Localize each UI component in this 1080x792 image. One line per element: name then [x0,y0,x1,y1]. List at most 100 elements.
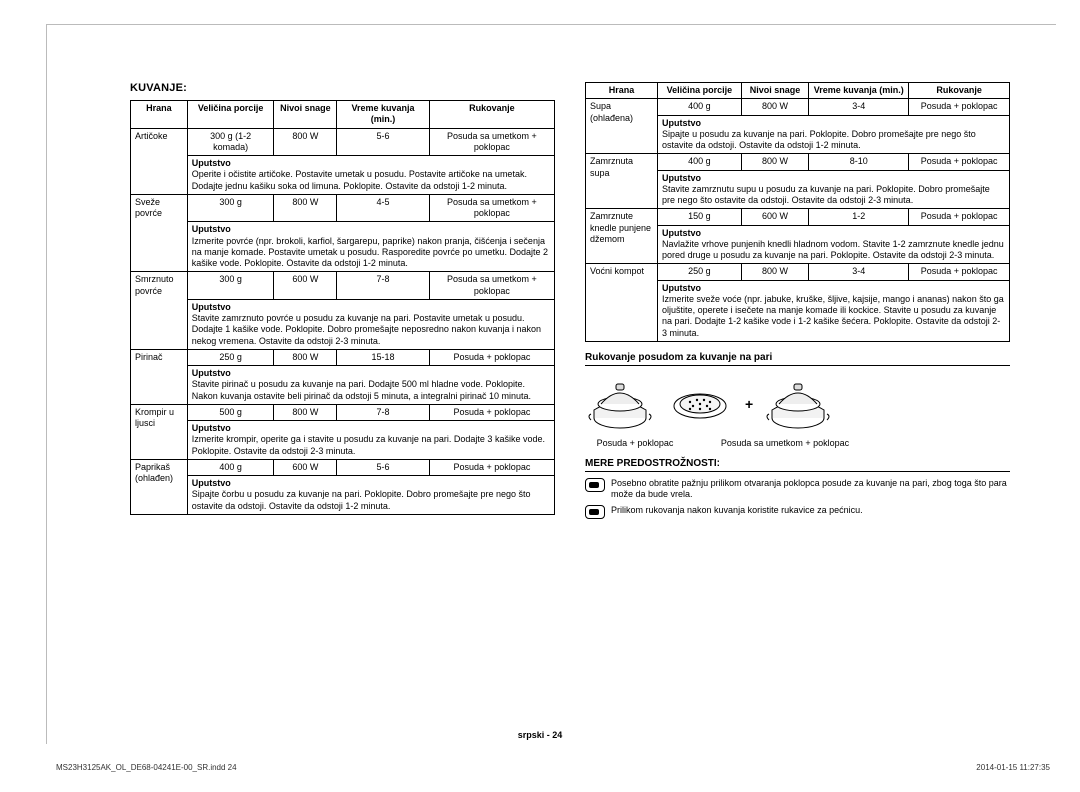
uputstvo-label: Uputstvo [192,158,550,169]
power-level: 800 W [274,128,337,156]
caution-icon [585,478,605,492]
food-name: Zamrznute knedle punjene džemom [586,209,658,264]
food-name: Pirinač [131,349,188,404]
cook-time: 5-6 [337,128,430,156]
instructions-text: Operite i očistite artičoke. Postavite u… [192,169,550,192]
caution-2: Prilikom rukovanja nakon kuvanja koristi… [585,505,1010,519]
handling: Posuda + poklopac [429,404,554,420]
cook-time: 8-10 [809,154,909,170]
power-level: 800 W [741,154,809,170]
uputstvo-label: Uputstvo [192,478,550,489]
portion-size: 300 g (1-2 komada) [187,128,274,156]
cook-time: 4-5 [337,194,430,222]
power-level: 800 W [274,404,337,420]
th-vreme: Vreme kuvanja (min.) [337,101,430,129]
caption-posuda-poklopac: Posuda + poklopac [585,438,685,448]
food-name: Paprikaš (ohlađen) [131,459,188,514]
th-velicina-r: Veličina porcije [658,83,742,99]
th-nivoi-r: Nivoi snage [741,83,809,99]
cook-time: 3-4 [809,99,909,115]
portion-size: 250 g [187,349,274,365]
handling: Posuda sa umetkom + poklopac [429,194,554,222]
uputstvo-label: Uputstvo [662,283,1005,294]
timestamp-meta: 2014-01-15 11:27:35 [976,763,1050,772]
food-name: Zamrznuta supa [586,154,658,209]
food-name: Smrznuto povrće [131,272,188,350]
uputstvo-label: Uputstvo [662,228,1005,239]
caution-text-2: Prilikom rukovanja nakon kuvanja koristi… [611,505,863,519]
handling: Posuda sa umetkom + poklopac [429,272,554,300]
th-velicina: Veličina porcije [187,101,274,129]
instructions-cell: UputstvoOperite i očistite artičoke. Pos… [187,156,554,195]
uputstvo-label: Uputstvo [192,224,550,235]
food-name: Artičoke [131,128,188,194]
heading-rukovanje-posudom: Rukovanje posudom za kuvanje na pari [585,352,1010,366]
instructions-text: Sipajte čorbu u posudu za kuvanje na par… [192,489,550,512]
power-level: 600 W [274,272,337,300]
cook-time: 7-8 [337,404,430,420]
uputstvo-label: Uputstvo [192,423,550,434]
instructions-text: Sipajte u posudu za kuvanje na pari. Pok… [662,129,1005,152]
instructions-cell: UputstvoStavite zamrznutu supu u posudu … [658,170,1010,209]
caution-text-1: Posebno obratite pažnju prilikom otvaran… [611,478,1010,501]
heading-kuvanje: KUVANJE: [130,82,555,94]
instructions-text: Izmerite povrće (npr. brokoli, karfiol, … [192,236,550,270]
steamer-diagram-row: + [585,374,1010,434]
th-rukovanje: Rukovanje [429,101,554,129]
handling: Posuda + poklopac [909,99,1010,115]
page-content: KUVANJE: Hrana Veličina porcije Nivoi sn… [130,82,1010,523]
file-meta: MS23H3125AK_OL_DE68-04241E-00_SR.indd 24 [56,763,237,772]
portion-size: 400 g [187,459,274,475]
portion-size: 300 g [187,272,274,300]
food-name: Krompir u ljusci [131,404,188,459]
cook-time: 1-2 [809,209,909,225]
power-level: 600 W [741,209,809,225]
power-level: 800 W [741,264,809,280]
instructions-text: Izmerite krompir, operite ga i stavite u… [192,434,550,457]
instructions-text: Stavite pirinač u posudu za kuvanje na p… [192,379,550,402]
th-nivoi: Nivoi snage [274,101,337,129]
instructions-cell: UputstvoIzmerite povrće (npr. brokoli, k… [187,222,554,272]
handling: Posuda + poklopac [909,209,1010,225]
portion-size: 500 g [187,404,274,420]
cook-time: 5-6 [337,459,430,475]
handling: Posuda + poklopac [909,264,1010,280]
th-rukovanje-r: Rukovanje [909,83,1010,99]
th-hrana-r: Hrana [586,83,658,99]
uputstvo-label: Uputstvo [662,173,1005,184]
food-name: Sveže povrće [131,194,188,272]
instructions-cell: UputstvoSipajte u posudu za kuvanje na p… [658,115,1010,154]
portion-size: 400 g [658,154,742,170]
power-level: 800 W [274,194,337,222]
th-vreme-r: Vreme kuvanja (min.) [809,83,909,99]
instructions-text: Navlažite vrhove punjenih knedli hladnom… [662,239,1005,262]
handling: Posuda + poklopac [429,459,554,475]
cook-time: 3-4 [809,264,909,280]
cooking-table-left: Hrana Veličina porcije Nivoi snage Vreme… [130,100,555,515]
uputstvo-label: Uputstvo [192,302,550,313]
caption-posuda-umetak: Posuda sa umetkom + poklopac [705,438,865,448]
power-level: 800 W [741,99,809,115]
portion-size: 150 g [658,209,742,225]
left-column: KUVANJE: Hrana Veličina porcije Nivoi sn… [130,82,555,523]
caution-1: Posebno obratite pažnju prilikom otvaran… [585,478,1010,501]
page-footer: srpski - 24 [0,730,1080,740]
instructions-cell: UputstvoNavlažite vrhove punjenih knedli… [658,225,1010,264]
right-column: Hrana Veličina porcije Nivoi snage Vreme… [585,82,1010,523]
handling: Posuda sa umetkom + poklopac [429,128,554,156]
diagram-captions: Posuda + poklopac Posuda sa umetkom + po… [585,438,1010,448]
instructions-text: Stavite zamrznutu supu u posudu za kuvan… [662,184,1005,207]
handling: Posuda + poklopac [909,154,1010,170]
instructions-cell: UputstvoIzmerite krompir, operite ga i s… [187,421,554,460]
plus-sign: + [745,396,753,412]
portion-size: 400 g [658,99,742,115]
steamer-pot-lid-icon [585,374,655,434]
instructions-text: Izmerite sveže voće (npr. jabuke, kruške… [662,294,1005,339]
instructions-cell: UputstvoStavite pirinač u posudu za kuva… [187,366,554,405]
caution-icon [585,505,605,519]
th-hrana: Hrana [131,101,188,129]
instructions-cell: UputstvoIzmerite sveže voće (npr. jabuke… [658,280,1010,341]
steamer-insert-icon [665,374,735,434]
instructions-text: Stavite zamrznuto povrće u posudu za kuv… [192,313,550,347]
uputstvo-label: Uputstvo [662,118,1005,129]
